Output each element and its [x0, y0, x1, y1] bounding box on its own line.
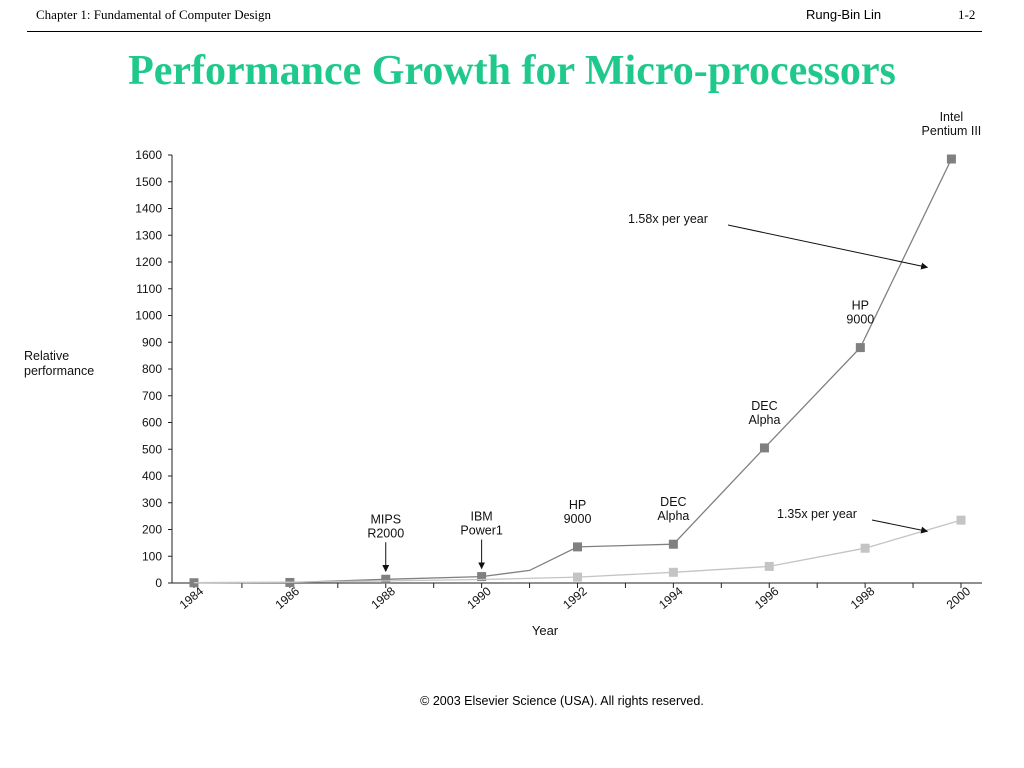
- data-point: [946, 154, 956, 164]
- y-tick-label: 500: [142, 442, 162, 456]
- processor-label: Alpha: [748, 413, 780, 427]
- x-tick-label: 1998: [848, 584, 878, 612]
- data-point: [860, 543, 870, 553]
- header-page-number: 1-2: [958, 7, 976, 22]
- y-tick-label: 1200: [135, 255, 162, 269]
- processor-label: 9000: [846, 313, 874, 327]
- y-tick-label: 900: [142, 335, 162, 349]
- y-tick-label: 1500: [135, 175, 162, 189]
- y-tick-label: 800: [142, 362, 162, 376]
- y-tick-label: 100: [142, 549, 162, 563]
- copyright-notice: © 2003 Elsevier Science (USA). All right…: [420, 694, 704, 708]
- x-tick-label: 1996: [752, 584, 782, 612]
- y-tick-label: 1100: [136, 282, 162, 296]
- data-point: [764, 561, 774, 571]
- data-point: [668, 567, 678, 577]
- slide-title: Performance Growth for Micro-processors: [128, 48, 896, 94]
- data-point: [956, 515, 966, 525]
- data-point: [189, 578, 199, 588]
- y-tick-label: 1000: [135, 309, 162, 323]
- header-author: Rung-Bin Lin: [806, 7, 882, 22]
- processor-label: Pentium III: [922, 124, 982, 138]
- data-point: [381, 574, 391, 584]
- y-tick-label: 400: [142, 469, 162, 483]
- y-tick-label: 1600: [135, 148, 162, 162]
- processor-label: Intel: [940, 110, 964, 124]
- data-point: [759, 443, 769, 453]
- processor-label: DEC: [660, 495, 686, 509]
- y-tick-label: 700: [142, 389, 162, 403]
- processor-label: 9000: [564, 512, 592, 526]
- y-tick-label: 1300: [135, 228, 162, 242]
- growth-rate-label: 1.35x per year: [777, 507, 857, 521]
- x-tick-label: 2000: [944, 584, 974, 612]
- y-axis-title: performance: [24, 364, 94, 378]
- x-tick-label: 1986: [273, 584, 303, 612]
- data-point: [855, 343, 865, 353]
- data-point: [573, 542, 582, 552]
- y-tick-label: 600: [142, 416, 162, 430]
- header-divider: [27, 31, 982, 32]
- x-axis-title: Year: [532, 623, 559, 638]
- x-tick-label: 1990: [464, 584, 494, 612]
- y-tick-label: 0: [155, 576, 162, 590]
- processor-label: HP: [852, 299, 869, 313]
- processor-label: Power1: [460, 524, 502, 538]
- x-tick-label: 1992: [560, 584, 590, 612]
- growth-rate-label: 1.58x per year: [628, 212, 708, 226]
- data-point: [573, 572, 582, 582]
- data-point: [668, 539, 678, 549]
- y-tick-label: 300: [142, 496, 162, 510]
- y-tick-label: 200: [142, 523, 162, 537]
- header-chapter: Chapter 1: Fundamental of Computer Desig…: [36, 7, 272, 22]
- growth-rate-arrow: [727, 224, 929, 270]
- processor-label: Alpha: [657, 509, 689, 523]
- performance-chart: 0 100 200 300 400 500 600 700 800 900 1000 1100 1200…: [24, 110, 982, 638]
- processor-label: MIPS: [370, 512, 401, 526]
- processor-label: IBM: [471, 510, 493, 524]
- processor-label: DEC: [751, 399, 777, 413]
- processor-label: R2000: [367, 526, 404, 540]
- x-tick-label: 1988: [368, 584, 398, 612]
- y-axis-title: Relative: [24, 349, 69, 363]
- x-tick-label: 1994: [656, 584, 686, 612]
- processor-label: HP: [569, 498, 586, 512]
- growth-rate-arrow: [871, 519, 929, 534]
- data-point: [477, 572, 487, 582]
- y-tick-label: 1400: [135, 202, 162, 216]
- x-tick-label: 1984: [177, 584, 207, 612]
